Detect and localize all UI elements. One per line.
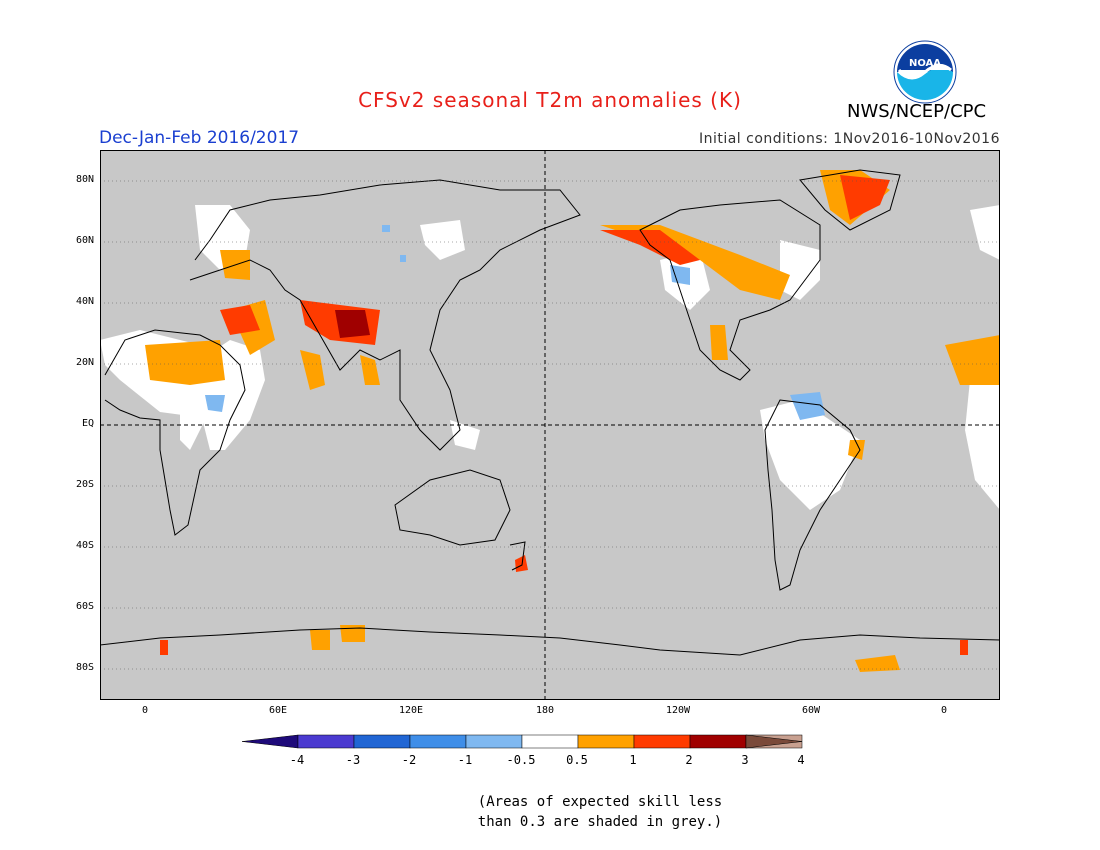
lat-label: 60N <box>75 235 94 246</box>
lon-label: 120W <box>665 705 691 716</box>
lat-label: 80S <box>75 662 94 673</box>
initial-conditions-label: Initial conditions: 1Nov2016-10Nov2016 <box>698 131 1000 147</box>
season-label: Dec-Jan-Feb 2016/2017 <box>99 128 300 148</box>
lat-label: 40S <box>75 540 94 551</box>
lat-label: 20S <box>75 479 94 490</box>
colorbar-segment <box>353 734 411 749</box>
colorbar-segment <box>465 734 523 749</box>
lat-label: EQ <box>81 418 94 429</box>
colorbar-segment <box>241 734 299 749</box>
colorbar-segment <box>689 734 747 749</box>
world-map <box>100 150 1000 700</box>
colorbar-segment <box>745 734 803 749</box>
agency-label: NWS/NCEP/CPC <box>847 101 987 122</box>
colorbar-label: 1 <box>629 753 637 767</box>
noaa-logo-text: NOAA <box>909 58 941 69</box>
lat-label: 40N <box>75 296 94 307</box>
skill-note-line2: than 0.3 are shaded in grey.) <box>477 814 723 830</box>
skill-note: (Areas of expected skill less than 0.3 a… <box>440 792 760 832</box>
lat-label: 20N <box>75 357 94 368</box>
colorbar-label: 3 <box>741 753 749 767</box>
colorbar <box>241 734 803 749</box>
colorbar-label: 4 <box>797 753 805 767</box>
colorbar-label: -4 <box>289 753 305 767</box>
lon-label: 120E <box>398 705 424 716</box>
skill-note-line1: (Areas of expected skill less <box>477 794 723 810</box>
colorbar-label: 0.5 <box>566 753 588 767</box>
colorbar-segment <box>633 734 691 749</box>
very-hot-anomaly-region <box>335 310 370 338</box>
colorbar-label: -3 <box>345 753 361 767</box>
map-frame <box>100 150 1000 700</box>
cool-anomaly-regions <box>205 225 825 420</box>
lon-label: 60W <box>801 705 821 716</box>
lat-label: 60S <box>75 601 94 612</box>
coastlines <box>100 169 1000 656</box>
colorbar-label: -1 <box>457 753 473 767</box>
colorbar-segment <box>409 734 467 749</box>
colorbar-segment <box>577 734 635 749</box>
lon-label: 60E <box>268 705 288 716</box>
lon-label: 0 <box>940 705 948 716</box>
lon-label: 180 <box>535 705 555 716</box>
colorbar-label: 2 <box>685 753 693 767</box>
lon-label: 0 <box>141 705 149 716</box>
noaa-logo-icon: NOAA <box>893 40 957 104</box>
colorbar-label: -0.5 <box>506 753 536 767</box>
colorbar-label: -2 <box>401 753 417 767</box>
colorbar-segment <box>521 734 579 749</box>
colorbar-segment <box>297 734 355 749</box>
lat-label: 80N <box>75 174 94 185</box>
chart-title: CFSv2 seasonal T2m anomalies (K) <box>358 88 742 112</box>
